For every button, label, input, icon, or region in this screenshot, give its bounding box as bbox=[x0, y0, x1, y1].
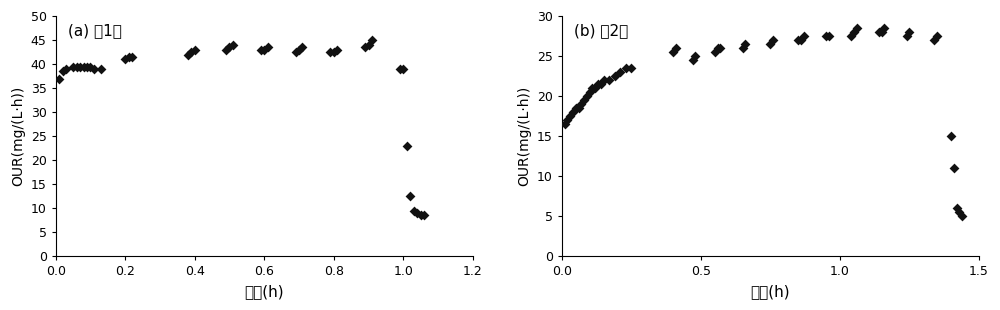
Point bbox=[329, 47, 345, 52]
Point bbox=[187, 47, 203, 52]
Point bbox=[559, 118, 575, 123]
Point bbox=[584, 86, 600, 91]
Point bbox=[765, 38, 781, 42]
Point bbox=[79, 64, 95, 69]
Point bbox=[876, 26, 892, 31]
Point bbox=[623, 66, 639, 71]
Point bbox=[954, 214, 970, 219]
X-axis label: 时间(h): 时间(h) bbox=[751, 284, 790, 299]
Point bbox=[55, 69, 71, 74]
Point bbox=[579, 94, 595, 99]
Point bbox=[590, 82, 606, 87]
Point bbox=[710, 46, 726, 51]
Point bbox=[93, 66, 109, 71]
Point bbox=[707, 50, 723, 55]
Point bbox=[668, 46, 684, 51]
Point bbox=[576, 98, 592, 103]
Point bbox=[69, 64, 85, 69]
Point bbox=[901, 30, 917, 35]
Point bbox=[607, 74, 623, 79]
Point bbox=[416, 213, 432, 218]
Point bbox=[86, 66, 102, 71]
Point bbox=[326, 50, 342, 55]
Point bbox=[712, 46, 728, 51]
Point bbox=[124, 55, 140, 60]
Point bbox=[557, 122, 573, 127]
Y-axis label: OUR(mg/(L·h)): OUR(mg/(L·h)) bbox=[11, 86, 25, 186]
Point bbox=[409, 210, 425, 215]
Point bbox=[618, 66, 634, 71]
Point bbox=[871, 30, 887, 35]
Point bbox=[612, 70, 628, 75]
Point bbox=[685, 58, 701, 63]
Point bbox=[735, 46, 751, 51]
Point bbox=[571, 106, 587, 111]
Point bbox=[818, 34, 834, 39]
Point bbox=[413, 213, 429, 218]
Point bbox=[117, 57, 133, 62]
Point bbox=[874, 30, 890, 35]
Point bbox=[357, 45, 373, 50]
Point bbox=[72, 64, 88, 69]
Point bbox=[361, 42, 377, 47]
Point bbox=[183, 50, 199, 55]
Point bbox=[406, 208, 422, 213]
Point bbox=[946, 166, 962, 171]
Point bbox=[82, 64, 98, 69]
Point bbox=[288, 50, 304, 55]
Point bbox=[951, 210, 967, 215]
Point bbox=[929, 34, 945, 39]
Point bbox=[762, 42, 778, 46]
Point bbox=[65, 64, 81, 69]
Point bbox=[364, 38, 380, 42]
Point bbox=[565, 110, 581, 115]
Point bbox=[793, 38, 809, 42]
Point bbox=[256, 47, 272, 52]
Point bbox=[76, 64, 92, 69]
Point bbox=[596, 78, 612, 83]
Point bbox=[601, 78, 617, 83]
Point bbox=[687, 54, 703, 59]
Point bbox=[926, 38, 942, 42]
Point bbox=[949, 206, 965, 211]
Point bbox=[260, 45, 276, 50]
Point bbox=[899, 34, 915, 39]
Point bbox=[573, 102, 589, 107]
Point bbox=[821, 34, 837, 39]
Point bbox=[221, 45, 237, 50]
Point bbox=[218, 47, 234, 52]
Point bbox=[294, 45, 310, 50]
Point bbox=[582, 90, 598, 95]
Point bbox=[121, 55, 137, 60]
Point bbox=[568, 106, 584, 111]
Point bbox=[402, 194, 418, 199]
Point bbox=[843, 34, 859, 39]
Text: (a) 第1组: (a) 第1组 bbox=[68, 23, 122, 38]
Point bbox=[846, 30, 862, 35]
Point bbox=[51, 76, 67, 81]
X-axis label: 时间(h): 时间(h) bbox=[244, 284, 284, 299]
Point bbox=[665, 50, 681, 55]
Point bbox=[796, 34, 812, 39]
Point bbox=[225, 42, 241, 47]
Point bbox=[790, 38, 806, 42]
Point bbox=[399, 143, 415, 148]
Point bbox=[58, 66, 74, 71]
Point bbox=[253, 47, 269, 52]
Point bbox=[562, 114, 578, 119]
Point bbox=[322, 50, 338, 55]
Point bbox=[395, 66, 411, 71]
Text: (b) 第2组: (b) 第2组 bbox=[574, 23, 629, 38]
Point bbox=[943, 134, 959, 139]
Point bbox=[587, 86, 603, 91]
Point bbox=[180, 52, 196, 57]
Point bbox=[737, 42, 753, 46]
Point bbox=[593, 82, 609, 87]
Y-axis label: OUR(mg/(L·h)): OUR(mg/(L·h)) bbox=[517, 86, 531, 186]
Point bbox=[392, 66, 408, 71]
Point bbox=[291, 47, 307, 52]
Point bbox=[849, 26, 865, 31]
